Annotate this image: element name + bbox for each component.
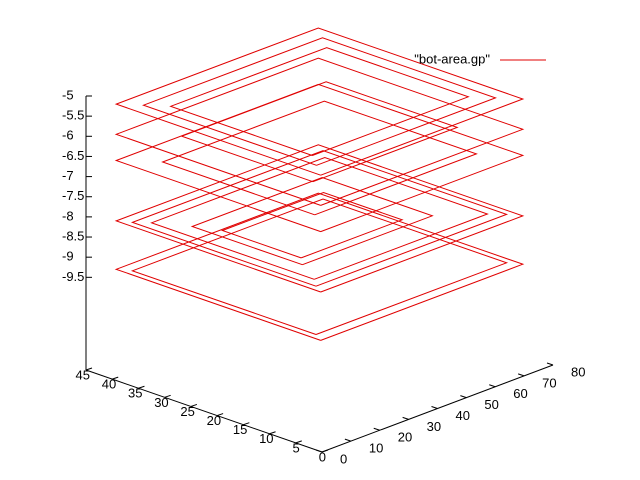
y-tick-label: 30 xyxy=(154,395,168,410)
x-tick xyxy=(373,427,380,431)
y-tick xyxy=(269,431,276,435)
x-tick xyxy=(460,395,467,399)
y-tick-label: 40 xyxy=(102,377,116,392)
contour-line xyxy=(161,100,478,216)
contour-line xyxy=(190,176,434,266)
z-tick-label: -5.5 xyxy=(62,108,84,123)
x-tick-label: 0 xyxy=(340,451,347,466)
x-tick xyxy=(431,406,438,409)
x-tick-label: 10 xyxy=(369,441,383,456)
x-tick-label: 20 xyxy=(398,430,412,445)
x-tick xyxy=(315,449,323,453)
x-tick-label: 30 xyxy=(427,419,441,434)
z-tick-label: -9 xyxy=(62,249,74,264)
y-tick xyxy=(190,403,198,407)
x-tick xyxy=(402,416,409,420)
contour-line xyxy=(220,191,404,259)
y-axis xyxy=(85,369,323,453)
contour-line xyxy=(130,198,509,335)
y-tick-label: 15 xyxy=(233,422,247,437)
contour-line xyxy=(130,150,509,287)
y-tick-label: 0 xyxy=(319,449,326,464)
x-tick xyxy=(517,373,525,377)
x-tick-label: 60 xyxy=(513,386,527,401)
contour-line xyxy=(114,57,525,206)
y-tick xyxy=(321,449,329,453)
y-tick xyxy=(243,422,250,426)
x-tick-label: 40 xyxy=(456,408,470,423)
legend-label: "bot-area.gp" xyxy=(414,51,490,66)
y-tick-label: 20 xyxy=(207,413,221,428)
contour-line xyxy=(114,83,525,233)
x-tick xyxy=(489,384,496,388)
y-tick xyxy=(295,440,302,444)
y-tick xyxy=(85,367,93,371)
contour-line xyxy=(114,192,525,341)
x-tick xyxy=(546,362,554,366)
y-tick xyxy=(138,385,145,389)
z-tick-label: -9.5 xyxy=(62,269,84,284)
x-tick xyxy=(344,438,352,442)
z-tick-label: -7 xyxy=(62,168,74,183)
x-tick-label: 70 xyxy=(542,375,556,390)
y-tick-label: 35 xyxy=(128,386,142,401)
z-tick-label: -5 xyxy=(62,87,74,102)
y-tick xyxy=(164,394,171,398)
contour-line xyxy=(180,81,459,183)
y-tick-label: 10 xyxy=(259,431,273,446)
y-tick-label: 25 xyxy=(180,404,194,419)
y-tick-label: 45 xyxy=(76,367,90,382)
x-tick-label: 50 xyxy=(484,397,498,412)
z-tick-label: -8.5 xyxy=(62,228,84,243)
z-tick-label: -6 xyxy=(62,128,74,143)
z-tick-label: -6.5 xyxy=(62,148,84,163)
z-tick-label: -8 xyxy=(62,208,74,223)
z-tick-label: -7.5 xyxy=(62,188,84,203)
y-tick xyxy=(112,376,119,380)
contour-line xyxy=(114,27,525,176)
x-tick-label: 80 xyxy=(571,364,585,379)
y-tick xyxy=(216,413,224,417)
y-tick-label: 5 xyxy=(293,440,300,455)
